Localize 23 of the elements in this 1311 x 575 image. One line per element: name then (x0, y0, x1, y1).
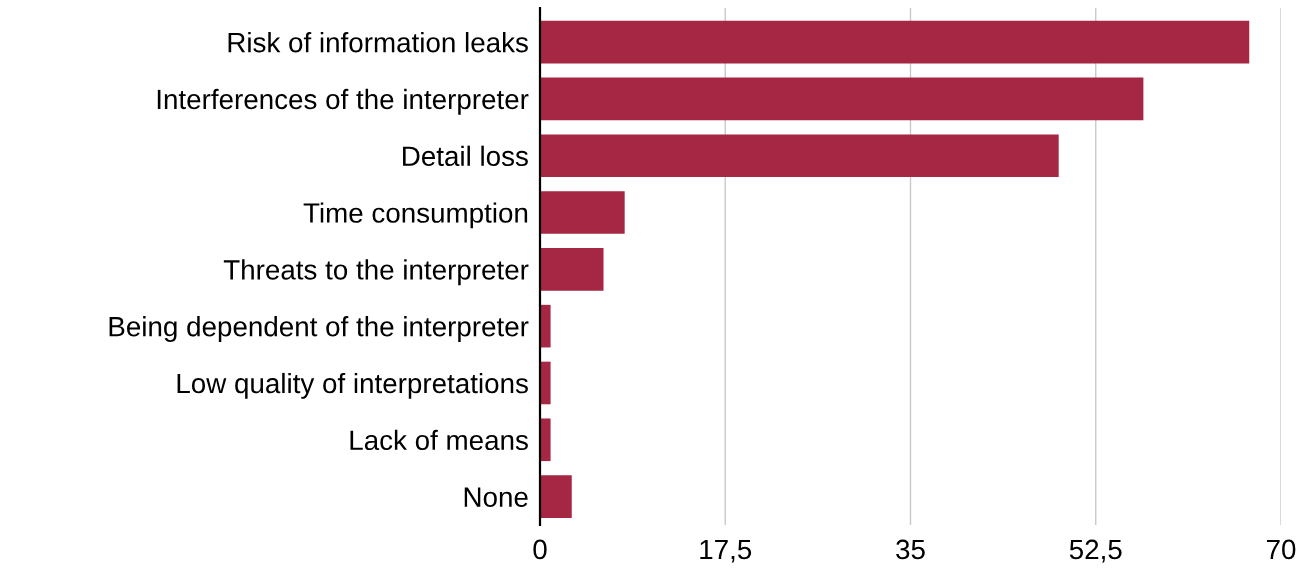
bar (540, 418, 551, 462)
y-tick-label: Time consumption (303, 202, 528, 229)
y-tick-label: Low quality of interpretations (177, 372, 528, 399)
bar (540, 248, 604, 291)
bar (540, 20, 1250, 64)
bar (540, 134, 1059, 178)
bar (540, 191, 625, 234)
bar (540, 361, 551, 405)
y-tick-label: None (464, 487, 528, 507)
y-tick-label: Threats to the interpreter (223, 259, 529, 286)
y-tick-label: Detail loss (403, 145, 528, 167)
bar (540, 475, 572, 518)
y-tick-label: Risk of information leaks (228, 32, 528, 53)
y-tick-label: Lack of means (350, 429, 528, 451)
y-tick-label: Interferences of the interpreter (157, 88, 529, 115)
y-tick-label: Being dependent of the interpreter (109, 316, 529, 342)
x-tick-label: 70 (1266, 539, 1296, 560)
bar (540, 304, 551, 348)
x-tick-label: 0 (533, 539, 547, 560)
x-tick-label: 17,5 (700, 539, 752, 563)
bar (540, 77, 1144, 121)
x-tick-label: 35 (896, 539, 925, 560)
x-tick-label: 52,5 (1069, 539, 1122, 563)
